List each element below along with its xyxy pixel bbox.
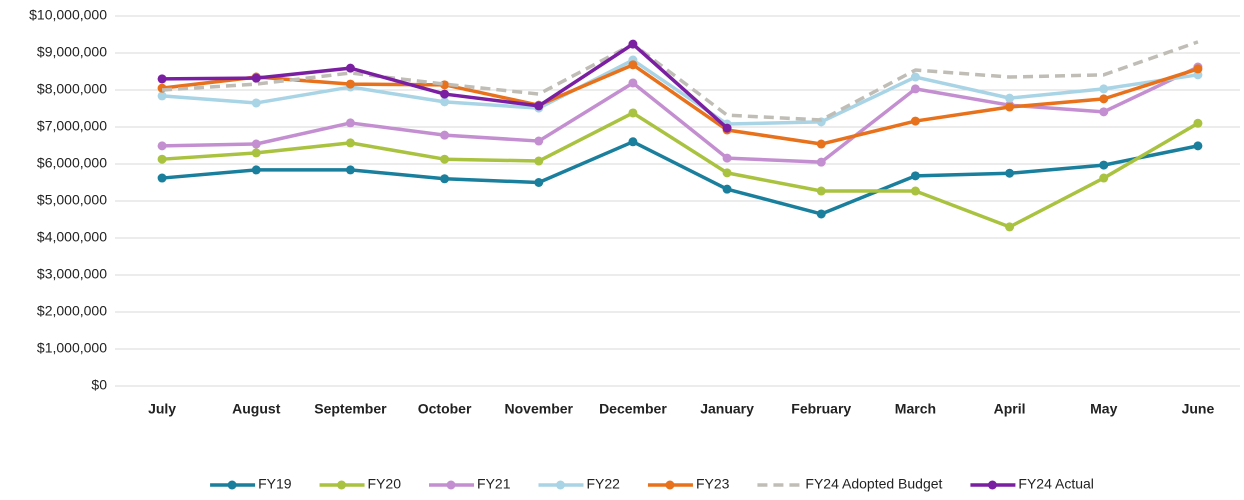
series-line: [161, 40, 1199, 122]
legend-marker: [987, 480, 997, 490]
x-tick-label: November: [505, 401, 574, 417]
series-line: [161, 140, 1199, 216]
data-point: [251, 73, 261, 83]
x-tick-label: May: [1090, 401, 1117, 417]
legend-marker: [227, 480, 237, 490]
data-point: [1005, 222, 1015, 232]
x-tick-label: July: [148, 401, 176, 417]
data-point: [1005, 102, 1015, 112]
y-tick-label: $0: [91, 377, 107, 393]
data-point: [345, 63, 355, 73]
legend-marker: [446, 480, 456, 490]
legend: FY19 FY20 FY21 FY22 FY23 FY24 Adopted Budget F…: [210, 476, 1094, 492]
data-point: [157, 154, 167, 164]
series-line: [161, 58, 1199, 126]
data-point: [816, 186, 826, 196]
data-point: [345, 165, 355, 175]
data-point: [251, 165, 261, 175]
data-point: [157, 74, 167, 84]
data-point: [1099, 160, 1109, 170]
data-point: [1099, 173, 1109, 183]
x-tick-label: September: [314, 401, 387, 417]
x-tick-label: March: [895, 401, 936, 417]
legend-label: FY20: [368, 476, 402, 492]
data-point: [628, 60, 638, 70]
data-point: [816, 209, 826, 219]
series-line: [161, 111, 1199, 229]
x-tick-label: December: [599, 401, 667, 417]
y-tick-label: $7,000,000: [37, 118, 107, 134]
data-point: [440, 174, 450, 184]
data-point: [440, 89, 450, 99]
legend-label: FY19: [258, 476, 292, 492]
data-point: [345, 118, 355, 128]
data-point: [1193, 118, 1203, 128]
data-point: [440, 97, 450, 107]
data-point: [1005, 93, 1015, 103]
data-point: [534, 156, 544, 166]
y-tick-label: $8,000,000: [37, 81, 107, 97]
y-tick-label: $3,000,000: [37, 266, 107, 282]
data-point: [910, 186, 920, 196]
data-point: [1193, 141, 1203, 151]
x-tick-label: October: [418, 401, 472, 417]
series-line: [161, 63, 1199, 146]
data-point: [910, 84, 920, 94]
data-point: [251, 148, 261, 158]
data-point: [816, 139, 826, 149]
data-point: [910, 171, 920, 181]
data-point: [1099, 84, 1109, 94]
data-point: [440, 130, 450, 140]
data-point: [816, 157, 826, 167]
data-point: [628, 108, 638, 118]
data-point: [1005, 168, 1015, 178]
data-point: [157, 91, 167, 101]
data-point: [440, 154, 450, 164]
data-point: [251, 139, 261, 149]
legend-marker: [337, 480, 347, 490]
x-tick-label: February: [791, 401, 851, 417]
data-point: [157, 141, 167, 151]
data-point: [251, 98, 261, 108]
data-point: [628, 137, 638, 147]
data-point: [534, 178, 544, 187]
data-point: [345, 138, 355, 148]
data-point: [1099, 94, 1109, 104]
data-point: [722, 168, 732, 178]
data-point: [910, 72, 920, 82]
data-point: [345, 79, 355, 89]
x-tick-label: April: [994, 401, 1026, 417]
legend-marker: [555, 480, 565, 490]
data-point: [628, 39, 638, 49]
legend-label: FY21: [477, 476, 511, 492]
y-tick-label: $4,000,000: [37, 229, 107, 245]
y-tick-label: $10,000,000: [29, 7, 107, 23]
legend-label: FY24 Adopted Budget: [805, 476, 942, 492]
x-tick-label: January: [700, 401, 754, 417]
y-tick-label: $1,000,000: [37, 340, 107, 356]
data-point: [1099, 107, 1109, 117]
legend-label: FY22: [586, 476, 620, 492]
data-point: [628, 78, 638, 88]
legend-marker: [665, 480, 675, 490]
data-point: [722, 153, 732, 163]
y-tick-label: $9,000,000: [37, 44, 107, 60]
x-tick-label: June: [1182, 401, 1215, 417]
x-tick-label: August: [232, 401, 281, 417]
data-point: [1193, 64, 1203, 74]
data-point: [722, 184, 732, 194]
data-point: [534, 136, 544, 146]
data-point: [910, 116, 920, 126]
data-point: [534, 101, 544, 111]
legend-label: FY23: [696, 476, 730, 492]
y-tick-label: $5,000,000: [37, 192, 107, 208]
y-tick-label: $2,000,000: [37, 303, 107, 319]
y-tick-label: $6,000,000: [37, 155, 107, 171]
legend-label: FY24 Actual: [1018, 476, 1094, 492]
data-point: [157, 173, 167, 183]
data-point: [722, 123, 732, 133]
